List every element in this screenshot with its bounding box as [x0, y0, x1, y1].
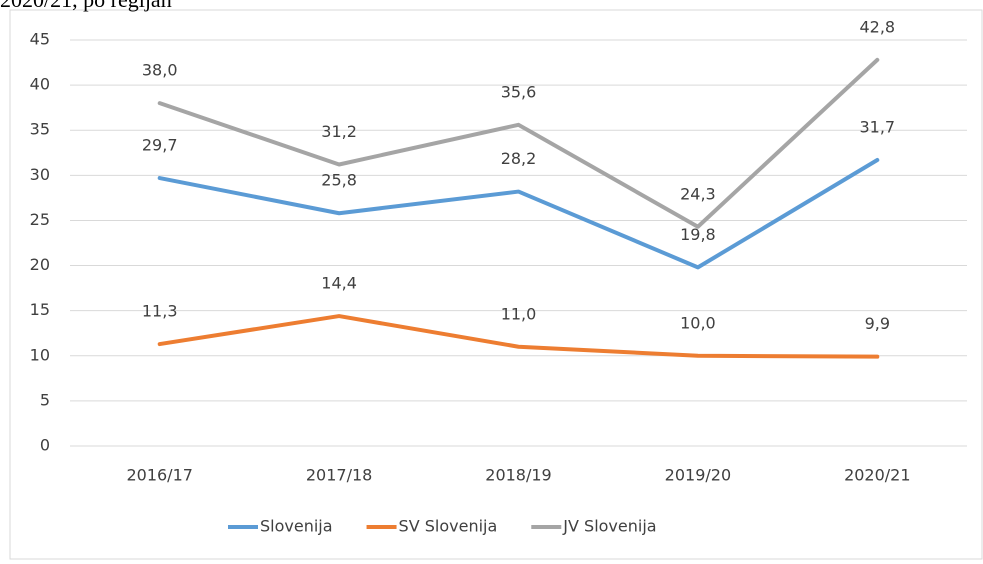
x-tick-label: 2019/20: [665, 466, 731, 485]
legend-label: Slovenija: [260, 517, 333, 536]
chart-title: 2020/21, po regijah: [0, 0, 172, 12]
y-tick-label: 10: [30, 345, 50, 364]
x-tick-label: 2016/17: [126, 466, 192, 485]
data-label: 31,7: [859, 117, 895, 136]
x-tick-label: 2018/19: [485, 466, 551, 485]
y-tick-label: 45: [30, 30, 50, 49]
x-tick-label: 2017/18: [306, 466, 372, 485]
y-tick-label: 20: [30, 255, 50, 274]
data-label: 10,0: [680, 313, 716, 332]
data-label: 11,0: [501, 304, 537, 323]
y-tick-label: 0: [40, 436, 50, 455]
data-label: 9,9: [865, 314, 890, 333]
y-tick-label: 40: [30, 75, 50, 94]
data-label: 24,3: [680, 184, 716, 203]
data-label: 38,0: [142, 61, 178, 80]
data-label: 14,4: [321, 274, 357, 293]
data-label: 25,8: [321, 171, 357, 190]
y-tick-label: 15: [30, 300, 50, 319]
series-line: [157, 314, 880, 359]
y-tick-label: 5: [40, 390, 50, 409]
chart-frame: [9, 9, 983, 560]
data-label: 29,7: [142, 136, 178, 155]
data-label: 28,2: [501, 149, 537, 168]
legend-label: JV Slovenija: [562, 517, 656, 536]
x-tick-label: 2020/21: [844, 466, 910, 485]
data-label: 42,8: [859, 17, 895, 36]
data-label: 31,2: [321, 122, 357, 141]
data-label: 11,3: [142, 302, 178, 321]
series-line: [157, 157, 880, 270]
data-label: 19,8: [680, 225, 716, 244]
legend-label: SV Slovenija: [399, 517, 498, 536]
series-line: [157, 57, 880, 229]
y-tick-label: 25: [30, 210, 50, 229]
data-label: 35,6: [501, 82, 537, 101]
y-tick-label: 35: [30, 120, 50, 139]
y-tick-label: 30: [30, 165, 50, 184]
